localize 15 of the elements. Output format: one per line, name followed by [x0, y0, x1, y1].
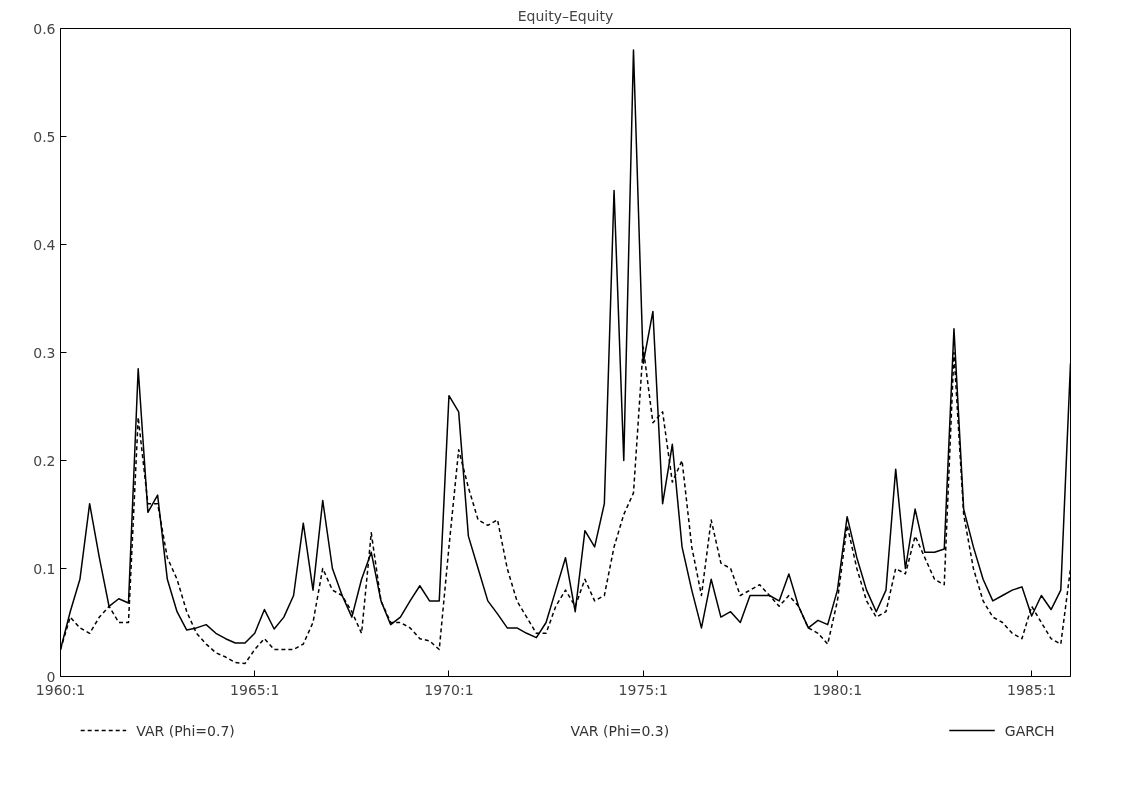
y-tick-label: 0.4	[33, 236, 56, 253]
x-tick-label: 1970:1	[424, 681, 474, 698]
x-tick-label: 1975:1	[618, 681, 668, 698]
text: VAR (Phi=0.3)	[570, 722, 670, 739]
y-tick-label: 0.5	[33, 128, 56, 145]
y-tick-label: 0.2	[33, 452, 56, 469]
legend-label: VAR (Phi=0.7)	[136, 722, 235, 739]
x-tick-label: 1965:1	[230, 681, 280, 698]
y-tick-label: 0.6	[33, 20, 56, 37]
legend-label: GARCH	[1004, 722, 1055, 739]
x-tick-label: 1985:1	[1007, 681, 1057, 698]
y-tick-label: 0.3	[33, 344, 56, 361]
x-tick-label: 1980:1	[812, 681, 863, 698]
y-tick-label: 0.1	[33, 560, 56, 577]
chart-title: Equity–Equity	[517, 7, 614, 24]
